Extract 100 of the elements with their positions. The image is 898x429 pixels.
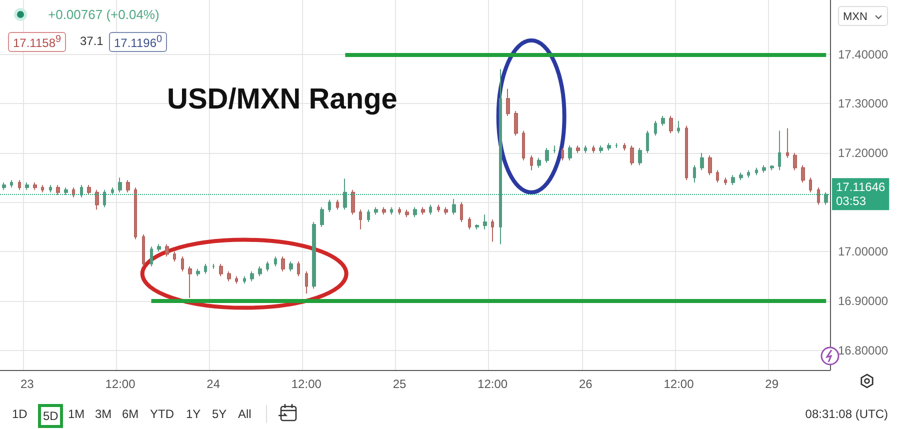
- candlestick: [693, 164, 696, 184]
- candlestick: [103, 189, 106, 208]
- x-tick-label: 25: [392, 377, 406, 391]
- text: 5D: [38, 404, 64, 428]
- candlestick: [219, 263, 223, 277]
- y-tick-label: 17.40000: [838, 47, 888, 62]
- text: 08:31:08 (UTC): [805, 407, 888, 421]
- candlestick: [677, 120, 680, 134]
- candlestick: [181, 256, 184, 272]
- candlestick: [584, 145, 587, 154]
- candlestick: [801, 164, 805, 184]
- candlestick: [95, 189, 99, 210]
- candlestick: [398, 206, 401, 216]
- candlestick: [150, 246, 153, 267]
- candlestick: [305, 270, 308, 294]
- candlestick: [134, 186, 137, 240]
- candlestick: [374, 206, 378, 216]
- candlestick: [568, 145, 572, 161]
- candlestick: [468, 216, 471, 230]
- candlestick: [460, 202, 463, 222]
- candlestick: [405, 209, 409, 218]
- candlestick: [731, 174, 735, 186]
- candlestick: [607, 142, 611, 151]
- candlestick: [561, 148, 564, 161]
- text: USD/MXN Range: [167, 84, 398, 116]
- text: 1D: [12, 406, 28, 423]
- candlestick: [669, 115, 673, 134]
- candlestick: [227, 270, 231, 282]
- candlestick: [258, 266, 262, 277]
- candlestick: [2, 182, 6, 190]
- candlestick: [142, 234, 145, 267]
- text: 6M: [122, 406, 139, 423]
- candlestick: [80, 184, 83, 198]
- x-tick-label: 12:00: [664, 377, 694, 391]
- candlestick: [390, 206, 393, 216]
- candlestick: [506, 88, 510, 116]
- x-tick-label: 12:00: [105, 377, 136, 391]
- candlestick: [444, 206, 448, 216]
- candlestick: [685, 125, 688, 181]
- annotation: 37.1: [80, 34, 104, 48]
- candlestick: [537, 157, 541, 168]
- text: 3M: [95, 406, 112, 423]
- candlestick: [49, 184, 52, 193]
- x-tick-label: 26: [578, 377, 593, 391]
- candlestick: [343, 178, 347, 210]
- candlestick: [739, 172, 743, 181]
- candlestick: [421, 206, 425, 216]
- candlestick: [437, 204, 440, 213]
- candlestick: [157, 244, 161, 252]
- candlestick: [359, 209, 362, 230]
- candlestick: [18, 180, 21, 190]
- candlestick: [281, 256, 285, 272]
- candlestick: [576, 145, 580, 154]
- candlestick: [793, 152, 797, 171]
- candlestick: [188, 266, 192, 298]
- candlestick: [10, 180, 13, 188]
- candlestick: [274, 256, 277, 267]
- candlestick: [747, 170, 750, 178]
- annotation: +0.00767 (+0.04%): [48, 7, 160, 22]
- y-tick-label: 17.00000: [838, 244, 888, 259]
- candlestick: [724, 177, 727, 186]
- candlestick: [630, 145, 634, 166]
- candlestick: [491, 219, 494, 242]
- candlestick: [118, 177, 122, 193]
- candlestick: [646, 130, 649, 154]
- candlestick: [87, 184, 91, 196]
- candlestick: [351, 189, 355, 216]
- candlestick: [336, 199, 339, 210]
- y-tick-label: 16.80000: [838, 343, 888, 358]
- candlestick: [204, 263, 207, 274]
- candlestick: [708, 154, 712, 176]
- text: YTD: [150, 406, 174, 423]
- x-tick-label: 23: [20, 377, 34, 391]
- candlestick: [514, 110, 518, 136]
- candlestick: [661, 115, 665, 126]
- text: 5Y: [212, 406, 227, 423]
- candlestick: [250, 270, 254, 282]
- candlestick: [716, 170, 719, 184]
- y-tick-label: 16.90000: [838, 294, 888, 308]
- candlestick: [475, 224, 479, 230]
- candlestick: [243, 276, 246, 284]
- candlestick: [778, 130, 781, 171]
- annotation: 17.1196$^{0}$: [109, 32, 168, 52]
- candlestick: [126, 180, 130, 193]
- x-tick-label: 24: [206, 377, 220, 391]
- text: 1Y: [186, 406, 201, 423]
- y-tick-label: 17.30000: [838, 96, 888, 111]
- candlestick: [72, 186, 75, 198]
- candlestick: [429, 204, 432, 216]
- ref-line-label: 17.11646 03:53: [836, 180, 886, 208]
- candlestick: [592, 145, 595, 154]
- candlestick: [64, 186, 68, 196]
- candlestick: [786, 128, 789, 158]
- candlestick: [111, 186, 114, 196]
- candlestick: [824, 192, 828, 206]
- x-tick-label: 29: [765, 377, 779, 391]
- candlestick: [599, 145, 603, 154]
- candlestick: [56, 184, 60, 196]
- candlestick: [165, 244, 169, 258]
- candlestick: [530, 154, 533, 171]
